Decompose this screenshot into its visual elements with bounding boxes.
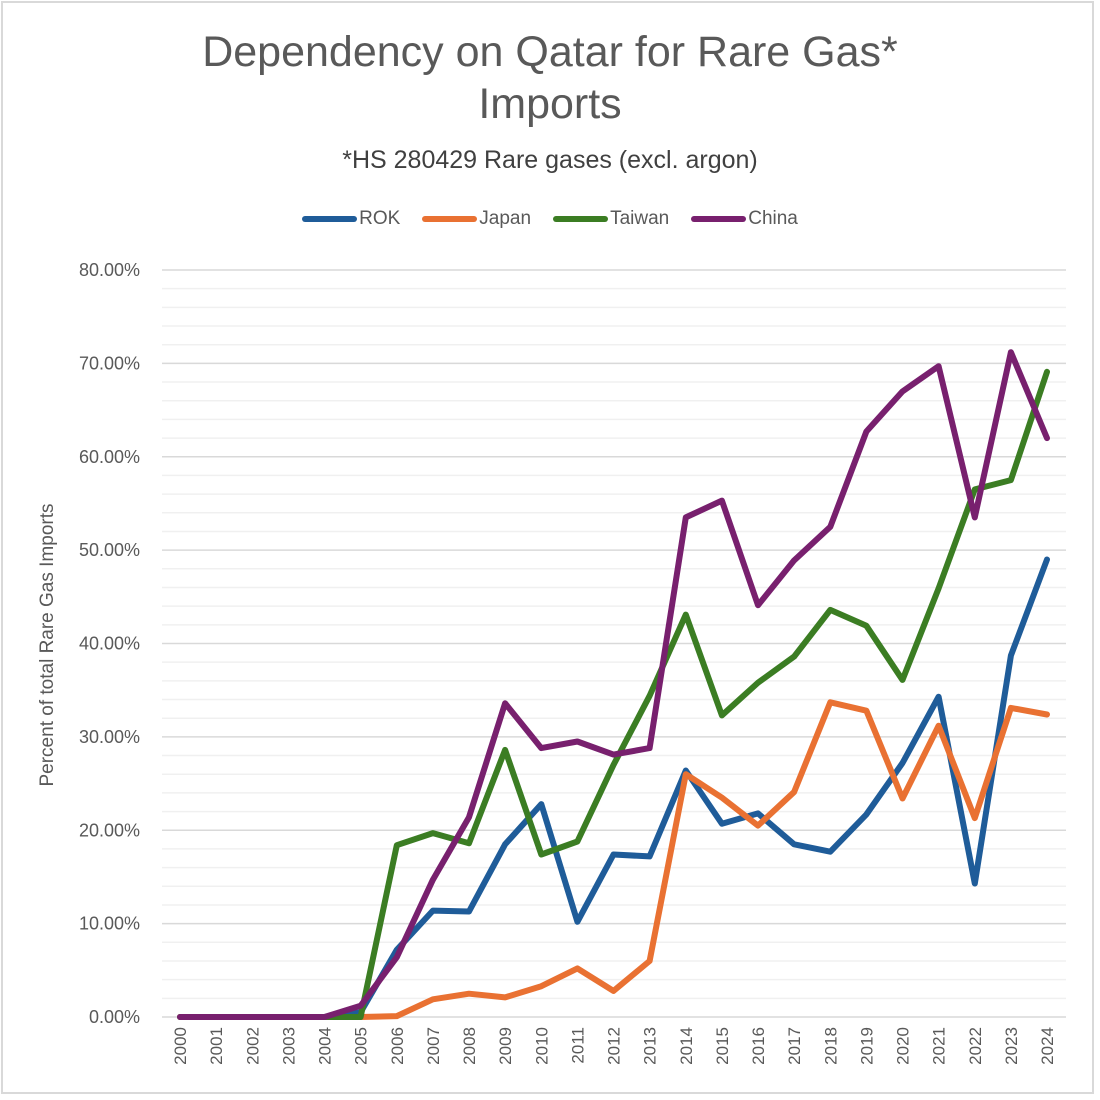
y-tick-label: 40.00% — [79, 634, 140, 654]
series-line-rok — [177, 556, 1050, 1020]
chart-title: Dependency on Qatar for Rare Gas* Import… — [0, 26, 1100, 130]
x-tick-label: 2000 — [171, 1027, 190, 1065]
y-tick-label: 50.00% — [79, 540, 140, 560]
x-tick-label: 2014 — [677, 1027, 696, 1065]
x-tick-label: 2006 — [388, 1027, 407, 1065]
legend-swatch-china — [691, 216, 747, 222]
legend: ROK Japan Taiwan China — [0, 208, 1100, 230]
x-tick-label: 2011 — [568, 1027, 587, 1064]
legend-swatch-taiwan — [553, 216, 609, 222]
x-tick-label: 2016 — [749, 1027, 768, 1065]
legend-swatch-japan — [422, 216, 478, 222]
y-tick-label: 20.00% — [79, 820, 140, 840]
chart-title-line-1: Dependency on Qatar for Rare Gas* — [202, 28, 898, 76]
chart-title-line-2: Imports — [478, 80, 622, 128]
x-tick-label: 2008 — [460, 1027, 479, 1065]
x-tick-label: 2020 — [894, 1027, 913, 1065]
legend-item-taiwan: Taiwan — [553, 208, 669, 230]
x-tick-label: 2022 — [966, 1027, 985, 1065]
x-tick-label: 2012 — [605, 1027, 624, 1065]
legend-label-taiwan: Taiwan — [610, 208, 670, 229]
series-line-taiwan — [177, 368, 1050, 1020]
y-tick-label: 80.00% — [79, 260, 140, 280]
x-tick-label: 2021 — [930, 1027, 949, 1065]
x-tick-label: 2005 — [352, 1027, 371, 1065]
x-tick-label: 2023 — [1002, 1027, 1021, 1065]
x-tick-label: 2017 — [785, 1027, 804, 1065]
legend-label-japan: Japan — [479, 208, 532, 229]
y-tick-label: 0.00% — [89, 1007, 140, 1027]
x-tick-label: 2003 — [279, 1027, 298, 1065]
y-tick-label: 70.00% — [79, 353, 140, 373]
x-tick-label: 2015 — [713, 1027, 732, 1065]
legend-label-china: China — [748, 208, 798, 229]
y-tick-label: 30.00% — [79, 727, 140, 747]
x-tick-label: 2013 — [641, 1027, 660, 1065]
legend-item-rok: ROK — [302, 208, 400, 230]
x-tick-label: 2010 — [532, 1027, 551, 1065]
chart-subtitle: *HS 280429 Rare gases (excl. argon) — [342, 146, 758, 174]
x-tick-label: 2024 — [1038, 1027, 1057, 1065]
legend-label-rok: ROK — [359, 208, 401, 229]
legend-swatch-rok — [302, 216, 358, 222]
x-tick-label: 2002 — [243, 1027, 262, 1065]
x-tick-label: 2018 — [821, 1027, 840, 1065]
x-tick-label: 2007 — [424, 1027, 443, 1065]
x-tick-label: 2004 — [316, 1027, 335, 1065]
series-line-china — [177, 349, 1050, 1020]
y-tick-label: 10.00% — [79, 914, 140, 934]
x-tick-label: 2019 — [857, 1027, 876, 1065]
x-tick-label: 2001 — [207, 1027, 226, 1065]
legend-item-china: China — [691, 208, 798, 230]
x-tick-label: 2009 — [496, 1027, 515, 1065]
y-tick-label: 60.00% — [79, 447, 140, 467]
legend-item-japan: Japan — [422, 208, 531, 230]
